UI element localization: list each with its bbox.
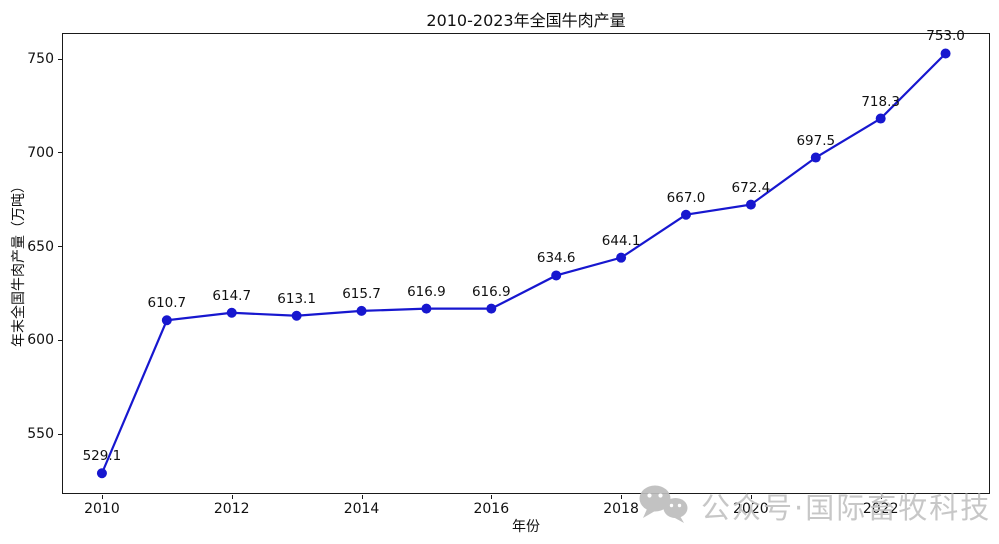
x-tick-label: 2022 bbox=[862, 501, 899, 517]
y-tick-label: 550 bbox=[27, 426, 54, 443]
data-point-label: 616.9 bbox=[471, 283, 511, 300]
x-tick-mark bbox=[621, 494, 623, 499]
data-point-label: 718.3 bbox=[861, 93, 900, 110]
data-point-label: 610.7 bbox=[147, 295, 187, 312]
data-point-label: 672.4 bbox=[731, 179, 771, 196]
x-tick-label: 2018 bbox=[603, 501, 639, 517]
data-point bbox=[810, 152, 821, 163]
data-point bbox=[680, 209, 691, 220]
data-point bbox=[551, 270, 562, 281]
watermark-text: 公众号·国际畜牧科技 bbox=[701, 491, 992, 525]
x-tick-mark bbox=[101, 494, 103, 499]
wechat-icon bbox=[637, 484, 691, 528]
y-tick-mark bbox=[58, 339, 62, 341]
y-tick-label: 600 bbox=[27, 332, 54, 349]
line-series bbox=[96, 48, 951, 479]
y-axis-label: 年末全国牛肉产量（万吨） bbox=[11, 179, 27, 347]
data-point-label: 613.1 bbox=[277, 290, 316, 307]
y-tick-mark bbox=[58, 152, 62, 154]
data-point-label: 644.1 bbox=[601, 232, 641, 249]
x-tick-mark bbox=[231, 494, 233, 499]
data-point-label: 616.9 bbox=[407, 283, 446, 300]
x-tick-mark bbox=[361, 494, 363, 499]
x-tick-label: 2016 bbox=[473, 501, 510, 517]
data-point-label: 753.0 bbox=[926, 28, 965, 45]
plot-area: 2010 2012 2014 2016 2018 2020 2022 550 600 650 700… bbox=[27, 28, 990, 517]
x-tick-label: 2014 bbox=[343, 501, 380, 517]
data-point bbox=[486, 303, 497, 314]
data-point bbox=[161, 315, 172, 326]
x-tick-label: 2012 bbox=[213, 501, 250, 517]
y-tick-label: 750 bbox=[27, 51, 54, 68]
data-point bbox=[875, 113, 886, 124]
data-point bbox=[291, 310, 302, 321]
y-tick-mark bbox=[58, 246, 62, 248]
x-tick-mark bbox=[750, 494, 752, 499]
data-point bbox=[96, 468, 107, 479]
data-point bbox=[940, 48, 951, 59]
chart-title: 2010-2023年全国牛肉产量 bbox=[426, 11, 626, 30]
data-point bbox=[226, 307, 237, 318]
x-tick-mark bbox=[491, 494, 493, 499]
data-point bbox=[421, 303, 432, 314]
y-tick-mark bbox=[58, 433, 62, 435]
x-axis-label: 年份 bbox=[512, 519, 540, 535]
data-point bbox=[616, 252, 627, 263]
data-point-label: 634.6 bbox=[536, 250, 576, 267]
series-line bbox=[100, 52, 947, 474]
watermark: 公众号·国际畜牧科技 bbox=[637, 484, 991, 528]
data-point-label: 615.7 bbox=[342, 285, 381, 302]
x-tick-label: 2020 bbox=[733, 501, 769, 517]
data-point bbox=[745, 199, 756, 210]
x-tick-mark bbox=[880, 494, 882, 499]
y-tick-mark bbox=[58, 58, 62, 60]
data-point bbox=[356, 305, 367, 316]
y-tick-label: 700 bbox=[27, 144, 54, 161]
data-point-label: 697.5 bbox=[796, 132, 836, 149]
data-point-label: 614.7 bbox=[212, 287, 252, 304]
x-tick-label: 2010 bbox=[84, 501, 120, 517]
data-point-label: 529.1 bbox=[82, 448, 122, 465]
data-point-label: 667.0 bbox=[666, 189, 706, 206]
y-tick-label: 650 bbox=[27, 238, 54, 255]
